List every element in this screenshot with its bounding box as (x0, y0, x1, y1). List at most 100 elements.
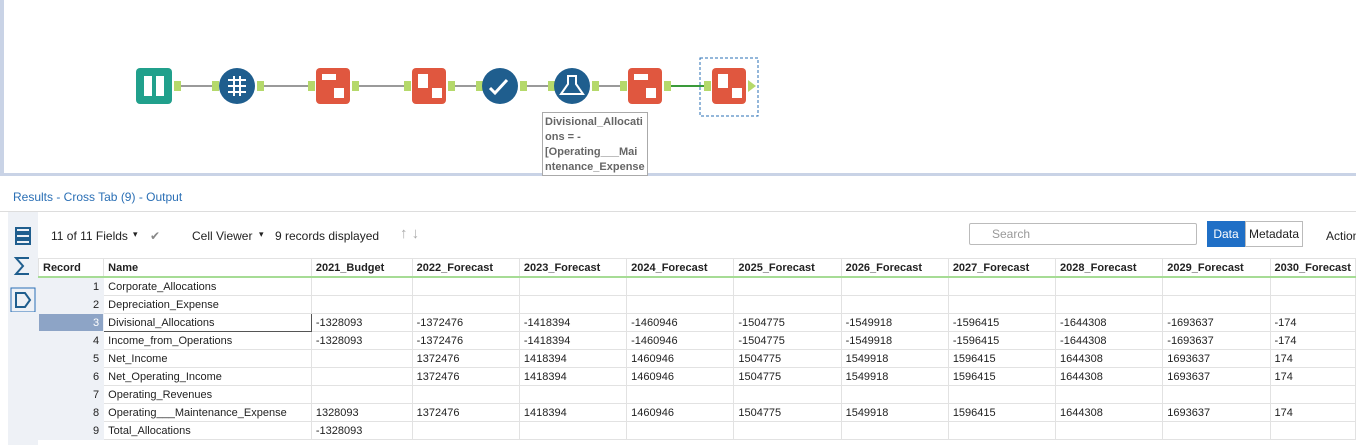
cell[interactable]: 1418394 (518, 403, 628, 422)
cell[interactable] (840, 276, 949, 296)
cell[interactable] (1162, 295, 1271, 314)
record-number[interactable]: 6 (38, 367, 105, 386)
data-row[interactable]: 7 Operating_Revenues (38, 385, 1356, 404)
cell[interactable]: -1549918 (840, 331, 949, 350)
cell[interactable]: 1693637 (1162, 367, 1271, 386)
row-name[interactable]: Corporate_Allocations (103, 276, 312, 296)
cell[interactable]: 1549918 (840, 403, 949, 422)
record-number[interactable]: 1 (38, 276, 105, 296)
row-name[interactable]: Net_Operating_Income (103, 367, 312, 386)
row-name[interactable]: Operating_Revenues (103, 385, 312, 404)
cell[interactable] (733, 385, 842, 404)
cell[interactable]: 1504775 (733, 403, 842, 422)
cell[interactable]: 1693637 (1162, 403, 1271, 422)
cell[interactable] (1055, 295, 1164, 314)
cell[interactable]: -1418394 (518, 313, 628, 332)
data-row[interactable]: 8 Operating___Maintenance_Expense 1328093 1… (38, 403, 1356, 422)
cell[interactable]: 1418394 (518, 367, 628, 386)
column-header[interactable]: 2026_Forecast (840, 258, 949, 278)
apply-check[interactable]: ✔ (150, 229, 161, 243)
record-number[interactable]: 5 (38, 349, 105, 368)
column-header[interactable]: 2030_Forecast (1269, 258, 1356, 278)
cell[interactable] (310, 385, 413, 404)
column-header[interactable]: 2025_Forecast (733, 258, 842, 278)
cell[interactable]: -1328093 (310, 331, 413, 350)
cell[interactable]: -1372476 (411, 331, 520, 350)
cell[interactable] (1162, 421, 1271, 440)
cell[interactable] (411, 421, 520, 440)
metadata-tab[interactable]: Metadata (1245, 221, 1303, 247)
column-header[interactable]: Name (103, 258, 312, 278)
cell[interactable] (310, 349, 413, 368)
cell[interactable] (840, 421, 949, 440)
row-name[interactable]: Depreciation_Expense (103, 295, 312, 314)
cell[interactable] (1269, 421, 1356, 440)
formula-tool[interactable] (554, 68, 590, 104)
cell[interactable] (947, 421, 1057, 440)
column-header[interactable]: 2021_Budget (310, 258, 413, 278)
cell[interactable]: -1504775 (733, 331, 842, 350)
row-name[interactable]: Total_Allocations (103, 421, 312, 440)
cell[interactable]: 1328093 (310, 403, 413, 422)
fields-dropdown[interactable]: 11 of 11 Fields (51, 229, 128, 243)
cell[interactable] (1269, 385, 1356, 404)
cell[interactable] (947, 385, 1057, 404)
record-number[interactable]: 8 (38, 403, 105, 422)
cell[interactable]: -1460946 (626, 331, 735, 350)
cell[interactable]: 1372476 (411, 403, 520, 422)
cell[interactable]: -1644308 (1055, 331, 1164, 350)
cell[interactable]: 1693637 (1162, 349, 1271, 368)
cell[interactable]: 1372476 (411, 349, 520, 368)
cell[interactable]: -1504775 (733, 313, 842, 332)
data-row[interactable]: 1 Corporate_Allocations (38, 276, 1356, 296)
cell[interactable]: -1693637 (1162, 313, 1271, 332)
cell[interactable] (518, 276, 628, 296)
cell[interactable]: 1418394 (518, 349, 628, 368)
cell[interactable]: 1372476 (411, 367, 520, 386)
cell[interactable]: 1549918 (840, 367, 949, 386)
transpose-tool[interactable] (316, 68, 350, 104)
cell[interactable] (733, 295, 842, 314)
cell[interactable]: -1644308 (1055, 313, 1164, 332)
cell[interactable]: 1504775 (733, 349, 842, 368)
cell-viewer[interactable]: Cell Viewer (192, 229, 253, 243)
cell[interactable]: 1596415 (947, 349, 1057, 368)
record-number[interactable]: 7 (38, 385, 105, 404)
cell[interactable] (411, 295, 520, 314)
cell[interactable] (411, 276, 520, 296)
record-number[interactable]: 9 (38, 421, 105, 440)
search-box[interactable]: Search (969, 223, 1197, 245)
column-header[interactable]: 2029_Forecast (1162, 258, 1271, 278)
data-row[interactable]: 3 Divisional_Allocations -1328093 -1372476-… (38, 313, 1356, 332)
column-header[interactable]: 2022_Forecast (411, 258, 520, 278)
cell[interactable]: -1460946 (626, 313, 735, 332)
cell[interactable]: 1596415 (947, 367, 1057, 386)
crosstab-tool[interactable] (412, 68, 446, 104)
column-header[interactable]: 2027_Forecast (947, 258, 1057, 278)
data-tab[interactable]: Data (1207, 221, 1245, 247)
column-header[interactable]: 2024_Forecast (626, 258, 735, 278)
row-name[interactable]: Operating___Maintenance_Expense (103, 403, 312, 422)
cell[interactable]: -1693637 (1162, 331, 1271, 350)
cell[interactable]: -1549918 (840, 313, 949, 332)
data-row[interactable]: 5 Net_Income 1372476 1418394 1460946 1504775 1… (38, 349, 1356, 368)
cell[interactable]: -1596415 (947, 313, 1057, 332)
cell[interactable]: 174 (1269, 349, 1356, 368)
cell[interactable] (1055, 276, 1164, 296)
cell[interactable]: -174 (1269, 331, 1356, 350)
cell[interactable] (1269, 276, 1356, 296)
data-row[interactable]: 2 Depreciation_Expense (38, 295, 1356, 314)
column-header[interactable]: 2023_Forecast (518, 258, 628, 278)
cell[interactable] (626, 421, 735, 440)
nav-arrows[interactable]: ↑ ↓ (400, 225, 420, 242)
record-number[interactable]: 3 (38, 313, 105, 332)
cell[interactable] (626, 276, 735, 296)
column-header[interactable]: 2028_Forecast (1055, 258, 1164, 278)
cell[interactable] (1162, 276, 1271, 296)
cell[interactable] (1055, 385, 1164, 404)
column-header[interactable]: Record (38, 258, 105, 278)
cell[interactable]: 1644308 (1055, 403, 1164, 422)
cell[interactable] (626, 385, 735, 404)
cell[interactable] (626, 295, 735, 314)
cell[interactable] (840, 295, 949, 314)
